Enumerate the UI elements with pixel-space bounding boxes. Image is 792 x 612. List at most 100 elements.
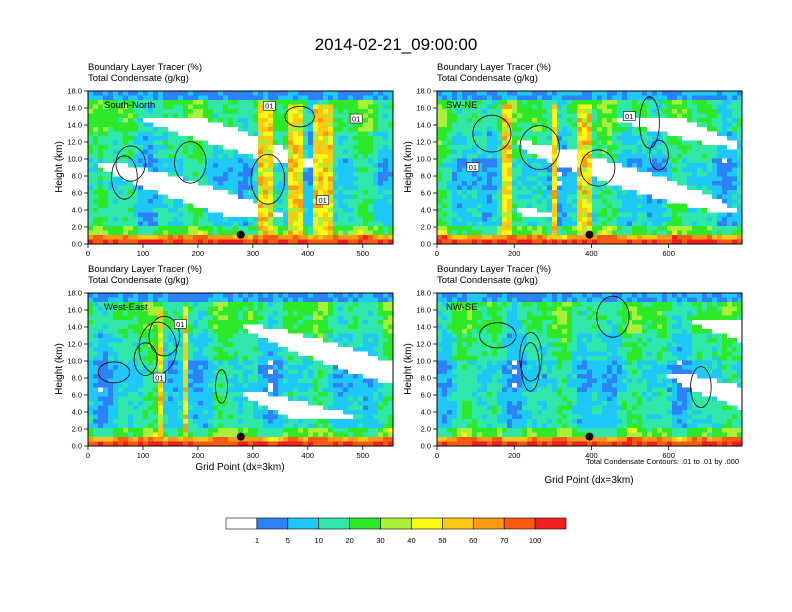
heatmap-cell bbox=[133, 239, 139, 244]
heatmap-cell bbox=[537, 113, 543, 119]
heatmap-cell bbox=[363, 127, 369, 133]
heatmap-cell bbox=[727, 100, 733, 106]
heatmap-cell bbox=[497, 212, 503, 218]
heatmap-cell bbox=[203, 131, 209, 137]
heatmap-cell bbox=[467, 100, 473, 106]
heatmap-cell bbox=[667, 91, 673, 97]
heatmap-cell bbox=[732, 185, 738, 191]
heatmap-cell bbox=[218, 140, 224, 146]
heatmap-cell bbox=[727, 91, 733, 97]
heatmap-cell bbox=[338, 118, 344, 124]
heatmap-cell bbox=[527, 163, 533, 169]
heatmap-cell bbox=[93, 167, 99, 173]
heatmap-cell bbox=[178, 221, 184, 227]
heatmap-cell bbox=[672, 190, 678, 196]
heatmap-cell bbox=[607, 230, 613, 236]
heatmap-cell bbox=[143, 100, 149, 106]
heatmap-cell bbox=[148, 176, 154, 182]
heatmap-cell bbox=[168, 342, 174, 348]
heatmap-cell bbox=[288, 154, 294, 160]
heatmap-cell bbox=[687, 158, 693, 164]
heatmap-cell bbox=[637, 149, 643, 155]
heatmap-cell bbox=[223, 208, 229, 214]
heatmap-cell bbox=[447, 190, 453, 196]
heatmap-cell bbox=[103, 208, 109, 214]
heatmap-cell bbox=[697, 203, 703, 209]
heatmap-cell bbox=[238, 297, 244, 303]
heatmap-cell bbox=[482, 131, 488, 137]
heatmap-cell bbox=[692, 100, 698, 106]
heatmap-cell bbox=[597, 212, 603, 218]
heatmap-cell bbox=[188, 95, 194, 101]
heatmap-cell bbox=[378, 230, 384, 236]
heatmap-cell bbox=[612, 113, 618, 119]
heatmap-cell bbox=[592, 140, 598, 146]
heatmap-cell bbox=[602, 199, 608, 205]
heatmap-cell bbox=[303, 154, 309, 160]
heatmap-cell bbox=[617, 122, 623, 128]
heatmap-cell bbox=[343, 306, 349, 312]
heatmap-cell bbox=[288, 302, 294, 308]
heatmap-cell bbox=[173, 235, 179, 241]
heatmap-cell bbox=[113, 221, 119, 227]
heatmap-cell bbox=[278, 176, 284, 182]
heatmap-cell bbox=[228, 181, 234, 187]
heatmap-cell bbox=[567, 122, 573, 128]
heatmap-cell bbox=[223, 91, 229, 97]
heatmap-cell bbox=[687, 172, 693, 178]
heatmap-cell bbox=[88, 297, 94, 303]
heatmap-cell bbox=[532, 127, 538, 133]
heatmap-cell bbox=[472, 208, 478, 214]
heatmap-cell bbox=[527, 194, 533, 200]
heatmap-cell bbox=[193, 297, 199, 303]
heatmap-cell bbox=[552, 190, 558, 196]
heatmap-cell bbox=[238, 338, 244, 344]
heatmap-cell bbox=[502, 226, 508, 232]
heatmap-cell bbox=[163, 239, 169, 244]
heatmap-cell bbox=[103, 185, 109, 191]
heatmap-cell bbox=[223, 95, 229, 101]
heatmap-cell bbox=[532, 194, 538, 200]
heatmap-cell bbox=[547, 185, 553, 191]
heatmap-cell bbox=[173, 136, 179, 142]
heatmap-cell bbox=[692, 190, 698, 196]
heatmap-cell bbox=[238, 203, 244, 209]
heatmap-cell bbox=[338, 208, 344, 214]
heatmap-cell bbox=[248, 172, 254, 178]
heatmap-cell bbox=[572, 203, 578, 209]
heatmap-cell bbox=[118, 163, 124, 169]
heatmap-cell bbox=[472, 113, 478, 119]
heatmap-cell bbox=[687, 122, 693, 128]
heatmap-cell bbox=[298, 315, 304, 321]
heatmap-cell bbox=[288, 95, 294, 101]
heatmap-cell bbox=[153, 190, 159, 196]
heatmap-cell bbox=[522, 172, 528, 178]
heatmap-cell bbox=[622, 149, 628, 155]
heatmap-cell bbox=[717, 176, 723, 182]
heatmap-cell bbox=[243, 329, 249, 335]
heatmap-cell bbox=[98, 140, 104, 146]
heatmap-cell bbox=[248, 306, 254, 312]
heatmap-cell bbox=[238, 212, 244, 218]
heatmap-cell bbox=[118, 329, 124, 335]
heatmap-cell bbox=[138, 91, 144, 97]
heatmap-cell bbox=[223, 230, 229, 236]
heatmap-cell bbox=[627, 100, 633, 106]
heatmap-cell bbox=[183, 95, 189, 101]
heatmap-cell bbox=[672, 194, 678, 200]
heatmap-cell bbox=[198, 208, 204, 214]
heatmap-cell bbox=[687, 235, 693, 241]
heatmap-cell bbox=[348, 109, 354, 115]
heatmap-cell bbox=[348, 239, 354, 244]
heatmap-cell bbox=[313, 176, 319, 182]
heatmap-cell bbox=[258, 306, 264, 312]
heatmap-cell bbox=[388, 212, 393, 218]
heatmap-cell bbox=[283, 122, 289, 128]
heatmap-cell bbox=[108, 104, 114, 110]
heatmap-cell bbox=[323, 122, 329, 128]
heatmap-cell bbox=[707, 140, 713, 146]
heatmap-cell bbox=[143, 315, 149, 321]
heatmap-cell bbox=[607, 100, 613, 106]
heatmap-cell bbox=[328, 181, 334, 187]
heatmap-cell bbox=[622, 122, 628, 128]
